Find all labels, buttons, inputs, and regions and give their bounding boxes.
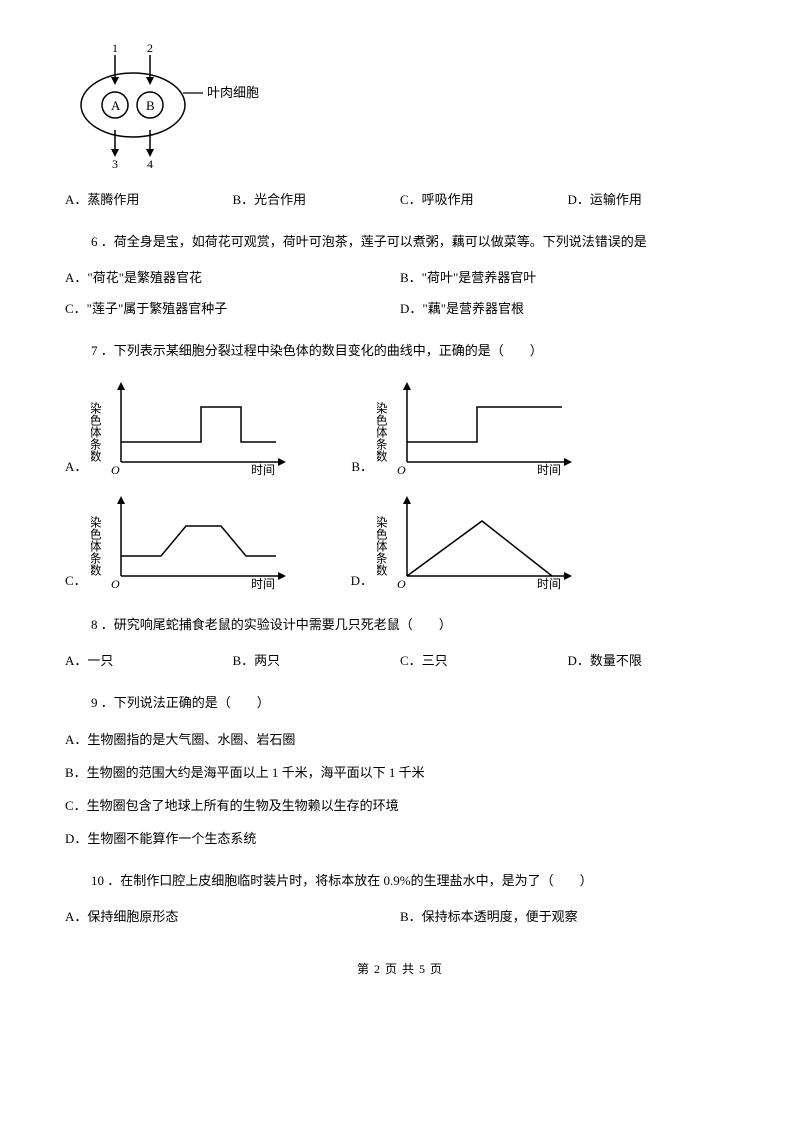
q5-options: A．蒸腾作用 B．光合作用 C．呼吸作用 D．运输作用 [65,189,735,208]
svg-text:染色体条数: 染色体条数 [91,400,102,462]
q10-options: A．保持细胞原形态 B．保持标本透明度，便于观察 [65,906,735,925]
q9-stem: 9 ．下列说法正确的是（ ） [65,691,735,714]
q8-opt-a: A．一只 [65,650,233,669]
q9-opt-b: B．生物圈的范围大约是海平面以上 1 千米，海平面以下 1 千米 [65,762,735,781]
q8-opt-b: B．两只 [233,650,401,669]
q7-chart-row1: A． 染色体条数 O 时间 B． 染色体条数 O [65,377,735,477]
q7-prefix-a: A． [65,456,87,477]
node-b: B [146,98,155,113]
q6-row1: A．"荷花"是繁殖器官花 B．"荷叶"是营养器官叶 [65,267,735,286]
svg-text:染色体条数: 染色体条数 [377,514,388,576]
q6-opt-b: B．"荷叶"是营养器官叶 [400,267,735,286]
q6-opt-d: D．"藕"是营养器官根 [400,298,735,317]
chart-c: 染色体条数 O 时间 [91,491,291,591]
q9-opt-c: C．生物圈包含了地球上所有的生物及生物赖以生存的环境 [65,795,735,814]
q6-stem: 6 ．荷全身是宝，如荷花可观赏，荷叶可泡茶，莲子可以煮粥，藕可以做菜等。下列说法… [65,230,735,253]
q9-opt-d: D．生物圈不能算作一个生态系统 [65,828,735,847]
svg-text:O: O [397,463,406,477]
q5-opt-c: C．呼吸作用 [400,189,568,208]
q7-stem: 7 ．下列表示某细胞分裂过程中染色体的数目变化的曲线中，正确的是（ ） [65,339,735,362]
svg-text:染色体条数: 染色体条数 [377,400,388,462]
node-a: A [111,98,121,113]
svg-text:染色体条数: 染色体条数 [91,514,102,576]
q8-stem: 8 ．研究响尾蛇捕食老鼠的实验设计中需要几只死老鼠（ ） [65,613,735,636]
label-2: 2 [147,41,153,55]
q7-prefix-d: D． [351,570,373,591]
label-1: 1 [112,41,118,55]
svg-text:O: O [111,463,120,477]
q5-opt-a: A．蒸腾作用 [65,189,233,208]
label-3: 3 [112,157,118,170]
label-4: 4 [147,157,153,170]
svg-text:时间: 时间 [251,463,275,477]
svg-text:O: O [397,577,406,591]
q6-opt-c: C．"莲子"属于繁殖器官种子 [65,298,400,317]
q6-opt-a: A．"荷花"是繁殖器官花 [65,267,400,286]
callout-label: 叶肉细胞 [207,85,259,100]
chart-d: 染色体条数 O 时间 [377,491,577,591]
q7-prefix-b: B． [351,456,373,477]
svg-text:时间: 时间 [537,577,561,591]
q8-opt-d: D．数量不限 [568,650,736,669]
q10-stem: 10 ．在制作口腔上皮细胞临时装片时，将标本放在 0.9%的生理盐水中，是为了（… [65,869,735,892]
q8-opt-c: C．三只 [400,650,568,669]
svg-text:时间: 时间 [537,463,561,477]
q5-opt-b: B．光合作用 [233,189,401,208]
q8-options: A．一只 B．两只 C．三只 D．数量不限 [65,650,735,669]
page-footer: 第 2 页 共 5 页 [65,960,735,977]
q6-row2: C．"莲子"属于繁殖器官种子 D．"藕"是营养器官根 [65,298,735,317]
svg-text:O: O [111,577,120,591]
q7-prefix-c: C． [65,570,87,591]
cell-diagram: 1 2 A B 叶肉细胞 3 4 [75,40,735,174]
q5-opt-d: D．运输作用 [568,189,736,208]
q7-chart-row2: C． 染色体条数 O 时间 D． 染色体条数 O [65,491,735,591]
svg-text:时间: 时间 [251,577,275,591]
q10-opt-b: B．保持标本透明度，便于观察 [400,906,735,925]
q10-opt-a: A．保持细胞原形态 [65,906,400,925]
chart-b: 染色体条数 O 时间 [377,377,577,477]
q9-opt-a: A．生物圈指的是大气圈、水圈、岩石圈 [65,729,735,748]
chart-a: 染色体条数 O 时间 [91,377,291,477]
